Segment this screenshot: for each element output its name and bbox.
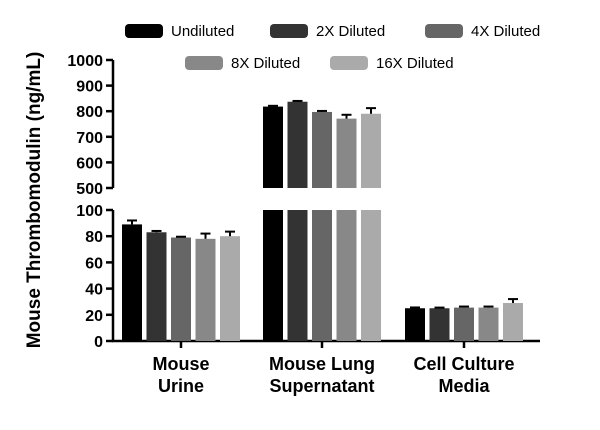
bar xyxy=(146,232,167,341)
x-category-label: Cell Culture xyxy=(413,354,514,374)
y-tick-label: 800 xyxy=(76,104,103,121)
bar-lower-segment xyxy=(287,210,308,341)
legend-swatch xyxy=(125,24,163,38)
x-category-label: Supernatant xyxy=(269,376,374,396)
legend-label: Undiluted xyxy=(171,23,234,40)
bar xyxy=(171,237,191,341)
bar xyxy=(503,303,523,341)
bar xyxy=(122,224,142,341)
y-tick-label: 80 xyxy=(85,229,103,246)
legend-swatch xyxy=(425,24,463,38)
y-tick-label: 60 xyxy=(85,255,103,272)
x-category-label: Mouse xyxy=(152,354,209,374)
legend-swatch xyxy=(270,24,308,38)
bar-upper-segment xyxy=(336,118,357,188)
bar xyxy=(478,307,499,341)
bar xyxy=(429,308,450,341)
y-tick-label: 20 xyxy=(85,308,103,325)
bar-lower-segment xyxy=(263,210,283,341)
bar-upper-segment xyxy=(361,113,381,188)
bar-lower-segment xyxy=(312,210,332,341)
legend-label: 8X Diluted xyxy=(231,55,300,72)
legend: Undiluted 2X Diluted 4X Diluted 8X Diluted 1… xyxy=(125,23,540,72)
bar xyxy=(195,238,216,341)
y-tick-label: 600 xyxy=(76,155,103,172)
y-tick-label: 0 xyxy=(94,334,103,351)
bar xyxy=(220,236,240,341)
bar-upper-segment xyxy=(312,111,332,188)
bar-lower-segment xyxy=(336,210,357,341)
legend-swatch xyxy=(330,56,368,70)
y-tick-label: 1000 xyxy=(67,53,103,70)
y-tick-label: 500 xyxy=(76,181,103,198)
legend-label: 2X Diluted xyxy=(316,23,385,40)
y-tick-label: 100 xyxy=(76,203,103,220)
legend-swatch xyxy=(185,56,223,70)
legend-label: 4X Diluted xyxy=(471,23,540,40)
y-tick-label: 700 xyxy=(76,130,103,147)
y-tick-label: 40 xyxy=(85,282,103,299)
legend-label: 16X Diluted xyxy=(376,55,454,72)
bars xyxy=(122,99,523,341)
bar-upper-segment xyxy=(287,101,308,188)
bar xyxy=(405,308,425,341)
bar-lower-segment xyxy=(361,210,381,341)
x-category-label: Mouse Lung xyxy=(269,354,375,374)
y-tick-label: 900 xyxy=(76,79,103,96)
bar xyxy=(454,307,474,341)
y-axis-label: Mouse Thrombomodulin (ng/mL) xyxy=(24,52,45,349)
x-category-label: Urine xyxy=(158,376,204,396)
bar-upper-segment xyxy=(263,106,283,188)
x-category-label: Media xyxy=(438,376,490,396)
